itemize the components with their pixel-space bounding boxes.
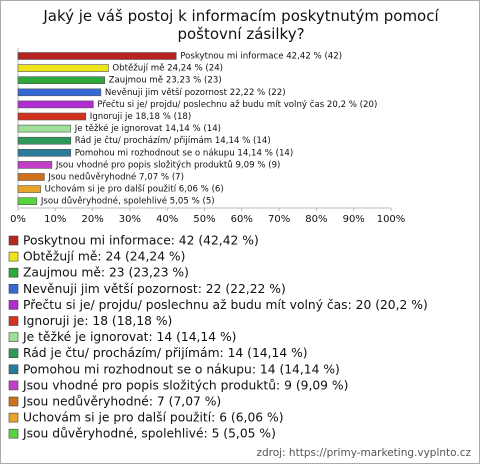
legend-swatch xyxy=(8,332,19,342)
legend-label: Přečtu si je/ projdu/ poslechnu až budu … xyxy=(23,298,428,312)
x-tick-label: 100% xyxy=(377,214,406,225)
legend-label: Nevěnuji jim větší pozornost: 22 (22,22 … xyxy=(23,282,286,296)
legend-swatch xyxy=(8,412,19,423)
legend-swatch xyxy=(8,364,19,375)
x-tick-label: 0% xyxy=(10,214,26,225)
bar-label: Jsou vhodné pro popis složitých produktů… xyxy=(55,159,281,170)
bar-label: Uchovám si je pro další použití 6,06 % (… xyxy=(45,184,224,195)
legend-swatch xyxy=(8,316,19,326)
bar xyxy=(17,76,105,84)
x-tick-label: 10% xyxy=(44,214,66,225)
bar-label: Je těžké je ignorovat 14,14 % (14) xyxy=(74,123,221,134)
legend-label: Jsou nedůvěryhodné: 7 (7,07 %) xyxy=(22,395,221,409)
bar xyxy=(17,149,72,157)
legend-swatch xyxy=(8,396,19,407)
x-tick-label: 30% xyxy=(119,214,141,225)
x-tick-label: 90% xyxy=(343,214,365,225)
legend-label: Obtěžují mě: 24 (24,24 %) xyxy=(23,250,185,264)
legend-label: Rád je čtu/ procházím/ přijímám: 14 (14,… xyxy=(23,346,308,360)
bar xyxy=(17,197,38,205)
bar-label: Jsou důvěryhodné, spolehlivé 5,05 % (5) xyxy=(40,196,215,207)
bar-label: Nevěnuji jim větší pozornost 22,22 % (22… xyxy=(105,87,286,98)
bar xyxy=(17,136,72,145)
bar xyxy=(17,185,41,193)
chart-title: Jaký je váš postoj k informacím poskytnu… xyxy=(43,7,439,43)
source: zdroj: https://primy-marketing.vyplnto.c… xyxy=(256,447,471,459)
x-tick-label: 80% xyxy=(305,214,327,225)
legend-label: Jsou důvěryhodné, spolehlivé: 5 (5,05 %) xyxy=(22,427,276,441)
bar xyxy=(17,100,94,109)
bar xyxy=(17,161,53,169)
x-tick-label: 70% xyxy=(268,214,290,225)
bar-label: Zaujmou mě 23,23 % (23) xyxy=(109,75,222,86)
legend-label: Pomohou mi rozhodnout se o nákupu: 14 (1… xyxy=(23,362,340,376)
legend-label: Jsou vhodné pro popis složitých produktů… xyxy=(22,378,348,392)
legend-label: Ignoruji je: 18 (18,18 %) xyxy=(23,314,172,328)
legend-swatch xyxy=(8,428,19,439)
bar-label: Poskytnou mi informace 42,42 % (42) xyxy=(180,52,342,62)
bar-label: Jsou nedůvěryhodné 7,07 % (7) xyxy=(47,172,184,183)
bar-label: Přečtu si je/ projdu/ poslechnu až budu … xyxy=(97,99,377,110)
x-tick-label: 60% xyxy=(231,214,253,225)
legend-label: Poskytnou mi informace: 42 (42,42 %) xyxy=(23,234,259,248)
bar xyxy=(17,88,102,97)
legend-swatch xyxy=(8,283,19,294)
legend-label: Uchovám si je pro další použití: 6 (6,06… xyxy=(23,411,284,425)
bar-label: Obtěžují mě 24,24 % (24) xyxy=(112,63,223,74)
legend-swatch xyxy=(8,235,19,246)
bar xyxy=(17,52,177,60)
x-tick-label: 50% xyxy=(193,214,215,225)
legend-swatch xyxy=(8,348,19,359)
bar xyxy=(17,173,45,181)
legend-label: Je těžké je ignorovat: 14 (14,14 %) xyxy=(22,330,236,344)
bar xyxy=(17,64,109,72)
x-tick-label: 40% xyxy=(156,214,178,225)
bar xyxy=(17,112,87,121)
x-tick-label: 20% xyxy=(81,214,103,225)
legend-swatch xyxy=(8,267,19,278)
bar-label: Ignoruji je 18,18 % (18) xyxy=(90,112,191,122)
bar-label: Pomohou mi rozhodnout se o nákupu 14,14 … xyxy=(75,148,294,158)
legend-swatch xyxy=(8,300,19,310)
bar-label: Rád je čtu/ procházím/ přijímám 14,14 % … xyxy=(75,135,271,146)
legend-swatch xyxy=(8,251,19,262)
legend-swatch xyxy=(8,380,19,391)
legend-label: Zaujmou mě: 23 (23,23 %) xyxy=(23,266,189,280)
bar xyxy=(17,124,72,133)
